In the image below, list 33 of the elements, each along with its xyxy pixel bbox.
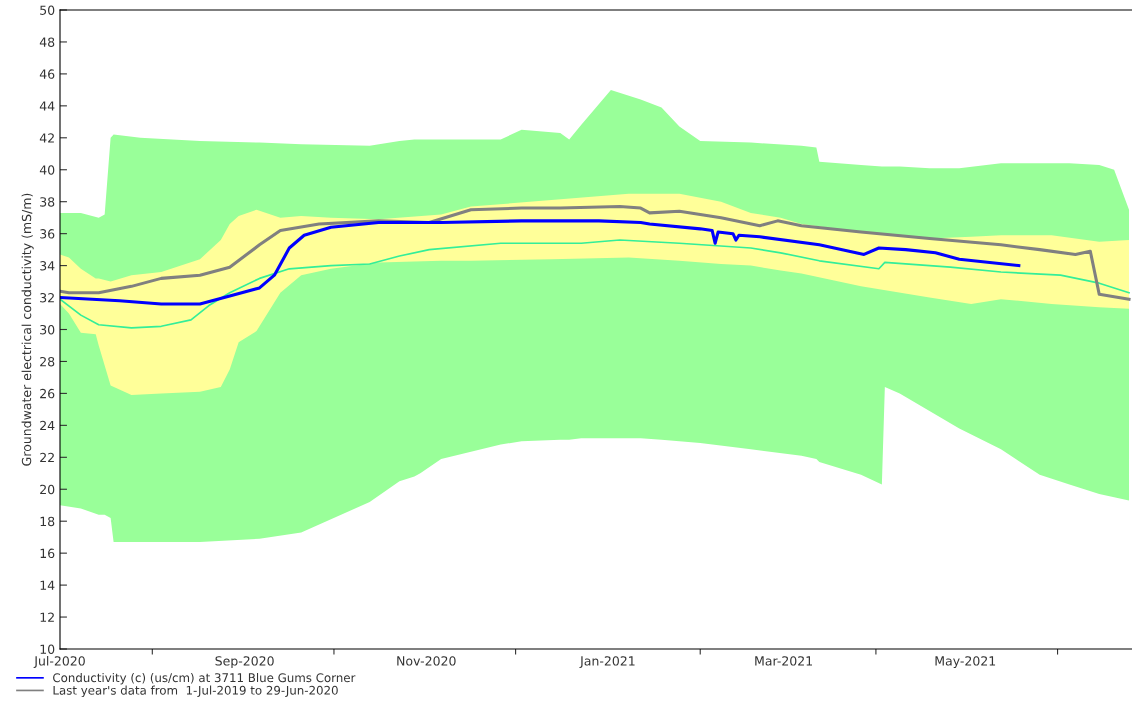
x-tick-label: Sep-2020 [215,656,274,669]
y-tick-label: 48 [39,37,55,47]
y-tick-label: 46 [39,69,55,79]
legend-label: Conductivity (c) (us/cm) at 3711 Blue Gums Corner [53,673,356,685]
y-tick-label: 26 [40,388,55,399]
y-tick-label: 20 [40,484,55,495]
y-tick-label: 16 [40,548,55,559]
y-axis-title: Groundwater electrical conductivity (mS/m) [21,193,34,466]
y-tick-label: 30 [40,324,55,335]
y-tick-label: 10 [40,644,55,654]
line-series [60,219,1021,306]
x-tick-label: Jan-2021 [579,656,635,668]
y-tick-label: 42 [39,133,54,143]
y-tick-label: 24 [40,420,55,431]
y-tick-label: 44 [39,101,55,111]
y-tick-label: 40 [39,165,55,175]
legend-label: Last year's data from 1-Jul-2019 to 29-Jun-2020 [53,685,338,698]
y-tick-label: 36 [40,229,55,239]
y-tick-label: 28 [40,356,55,367]
line-series [60,204,1131,301]
y-tick-label: 14 [40,580,55,590]
y-tick-label: 12 [40,612,54,622]
y-tick-label: 38 [40,197,55,207]
y-tick-label: 34 [40,261,55,271]
x-tick-label: May-2021 [935,656,996,669]
x-tick-label: Jul-2020 [33,655,85,668]
line-series [60,239,1130,329]
x-tick-label: Nov-2020 [397,656,456,666]
x-tick-label: Mar-2021 [755,656,812,666]
y-tick-label: 18 [40,516,55,527]
y-tick-label: 22 [40,452,54,463]
y-tick-label: 32 [40,293,54,303]
y-tick-label: 50 [40,5,55,15]
